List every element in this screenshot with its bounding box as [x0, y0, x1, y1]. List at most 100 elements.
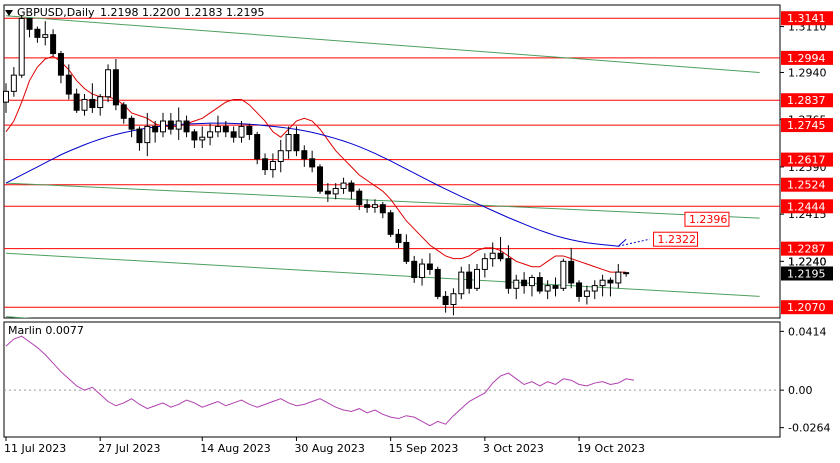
- candle[interactable]: [474, 268, 480, 289]
- candle[interactable]: [615, 271, 622, 284]
- candle[interactable]: [607, 279, 614, 284]
- candle[interactable]: [324, 190, 331, 195]
- candle[interactable]: [528, 277, 535, 287]
- candle[interactable]: [50, 34, 57, 55]
- candle[interactable]: [112, 69, 119, 106]
- candle[interactable]: [426, 263, 433, 270]
- candle[interactable]: [513, 279, 520, 289]
- time-axis-tick-label: 30 Aug 2023: [294, 442, 364, 455]
- candle[interactable]: [65, 74, 72, 95]
- candle[interactable]: [544, 285, 551, 292]
- candle[interactable]: [207, 131, 214, 138]
- candle[interactable]: [348, 182, 355, 192]
- level-price-tag: [781, 93, 833, 108]
- candle[interactable]: [364, 204, 371, 208]
- candle[interactable]: [277, 150, 284, 162]
- candle[interactable]: [576, 282, 583, 297]
- level-price-tag: [781, 241, 833, 256]
- indicator-axis-tick-label: -0.0264: [788, 422, 830, 435]
- candle[interactable]: [340, 182, 347, 189]
- candle[interactable]: [285, 134, 292, 152]
- time-axis-tick-label: 27 Jul 2023: [98, 442, 160, 455]
- candle[interactable]: [10, 74, 17, 92]
- candle[interactable]: [183, 120, 190, 133]
- level-price-tag-label: 1.2444: [787, 200, 826, 213]
- candle[interactable]: [623, 272, 630, 275]
- candle[interactable]: [371, 204, 378, 208]
- candle[interactable]: [403, 241, 410, 262]
- candle[interactable]: [246, 125, 253, 136]
- candle[interactable]: [89, 98, 96, 109]
- candle[interactable]: [356, 190, 363, 206]
- candle[interactable]: [105, 69, 112, 98]
- candle[interactable]: [309, 158, 316, 168]
- candle[interactable]: [160, 120, 166, 133]
- candle[interactable]: [442, 295, 449, 306]
- candle[interactable]: [332, 187, 339, 195]
- price-pane[interactable]: 1.2396 1.2322: [3, 4, 781, 324]
- level-price-tag: [781, 152, 833, 167]
- candle[interactable]: [450, 293, 457, 306]
- candle[interactable]: [317, 166, 323, 192]
- candle[interactable]: [552, 285, 559, 289]
- candle[interactable]: [395, 233, 402, 243]
- trend-line[interactable]: [5, 316, 100, 324]
- candle[interactable]: [230, 131, 237, 138]
- level-price-tag: [781, 118, 833, 133]
- candle[interactable]: [222, 125, 229, 133]
- candle[interactable]: [42, 34, 49, 38]
- candle[interactable]: [481, 258, 488, 270]
- candle[interactable]: [81, 98, 88, 111]
- candle[interactable]: [466, 271, 473, 289]
- candle[interactable]: [167, 120, 174, 130]
- candle[interactable]: [136, 128, 143, 144]
- candle[interactable]: [269, 161, 276, 171]
- candle[interactable]: [379, 204, 386, 214]
- candle[interactable]: [254, 134, 261, 160]
- indicator-pane[interactable]: Marlin 0.0077: [3, 321, 781, 438]
- candle[interactable]: [238, 125, 245, 138]
- candle[interactable]: [568, 260, 575, 284]
- candle[interactable]: [73, 93, 80, 111]
- candle[interactable]: [175, 120, 182, 130]
- candle[interactable]: [599, 279, 606, 287]
- candle[interactable]: [120, 104, 127, 119]
- indicator-axis-tick-label: 0.00: [788, 384, 813, 397]
- candle[interactable]: [505, 258, 512, 289]
- candle[interactable]: [152, 125, 159, 133]
- candle[interactable]: [293, 134, 300, 152]
- candle[interactable]: [419, 263, 426, 279]
- candle[interactable]: [3, 90, 9, 103]
- candle[interactable]: [411, 260, 418, 279]
- candle[interactable]: [144, 125, 151, 144]
- candle[interactable]: [26, 17, 33, 30]
- trend-line[interactable]: [5, 182, 760, 219]
- candle[interactable]: [583, 290, 590, 297]
- candle[interactable]: [57, 53, 64, 76]
- collapse-triangle-icon[interactable]: [5, 10, 13, 16]
- candle[interactable]: [214, 125, 221, 133]
- candle[interactable]: [536, 277, 543, 292]
- current-price-tag: [781, 266, 833, 281]
- candle[interactable]: [34, 28, 41, 38]
- indicator-pane-frame: [3, 321, 781, 438]
- candle[interactable]: [560, 260, 567, 289]
- candle[interactable]: [521, 279, 528, 287]
- candle[interactable]: [489, 252, 496, 260]
- price-axis-tick-label: 1.2240: [788, 255, 827, 268]
- candle[interactable]: [128, 117, 135, 130]
- candle[interactable]: [591, 285, 598, 292]
- candle[interactable]: [434, 268, 441, 297]
- trend-line[interactable]: [5, 252, 760, 297]
- candle[interactable]: [387, 212, 394, 235]
- candle[interactable]: [458, 271, 465, 295]
- candle[interactable]: [301, 150, 308, 160]
- trend-line[interactable]: [5, 15, 760, 73]
- candle[interactable]: [97, 96, 104, 109]
- candle[interactable]: [262, 158, 269, 171]
- candle[interactable]: [199, 136, 206, 141]
- candle[interactable]: [497, 252, 504, 260]
- blue-moving-average-line: [5, 122, 627, 247]
- candle[interactable]: [191, 131, 198, 141]
- candle[interactable]: [18, 17, 25, 76]
